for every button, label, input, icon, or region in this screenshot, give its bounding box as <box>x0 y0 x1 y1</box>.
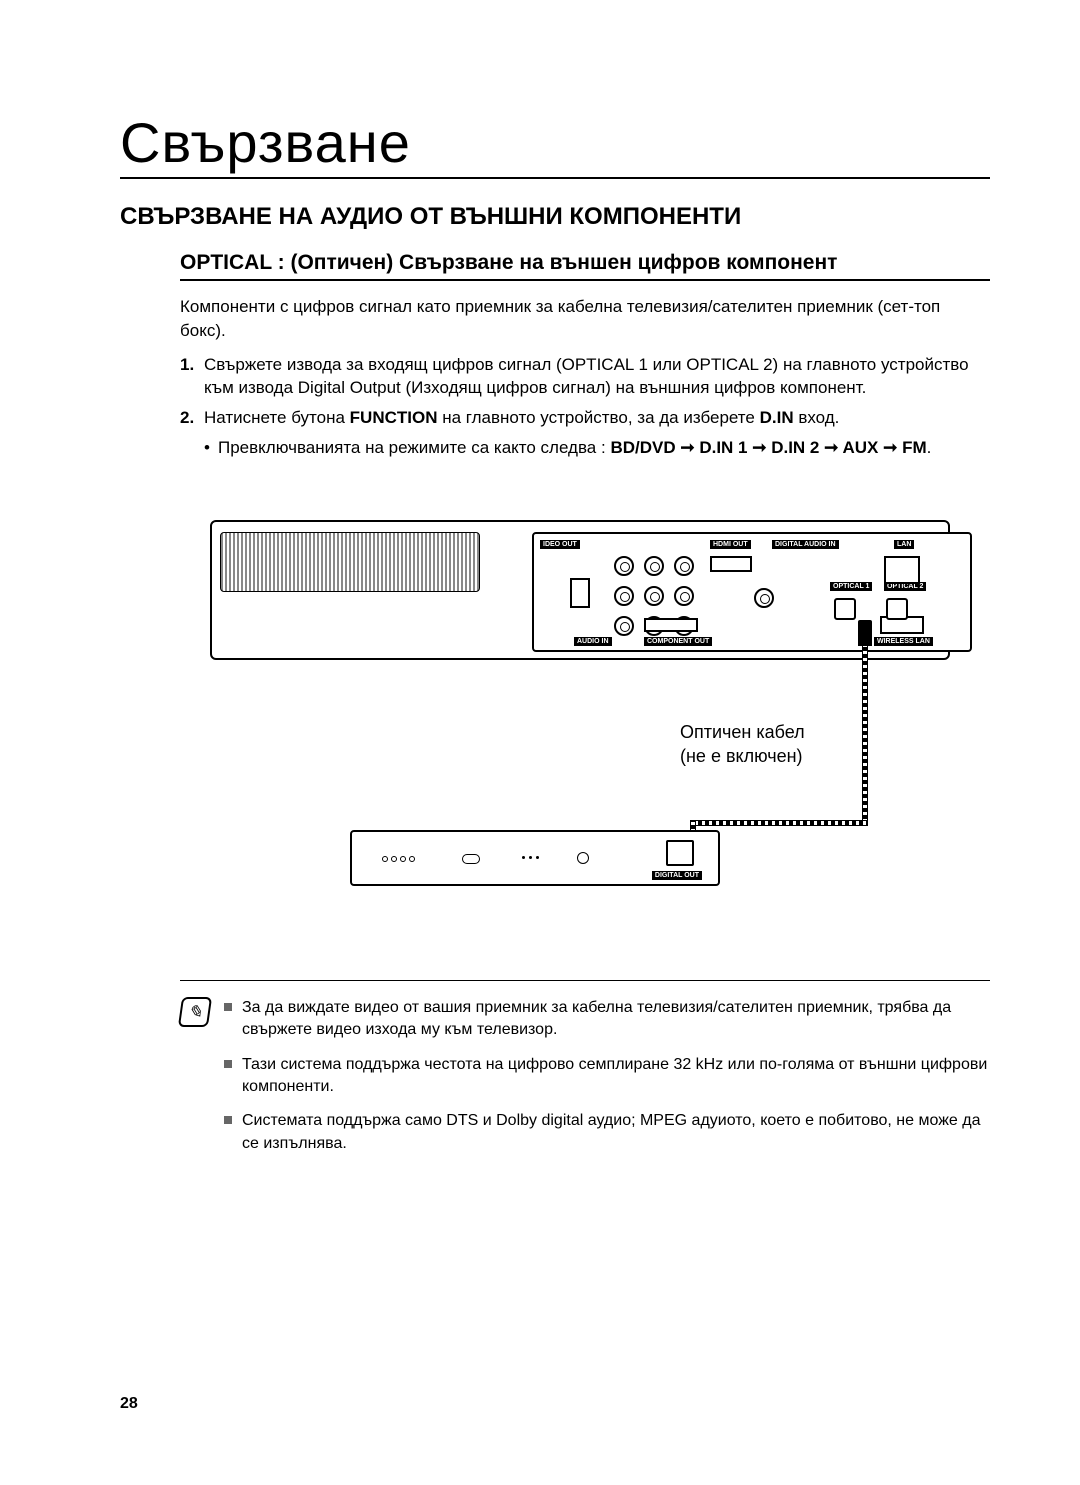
cable-caption: Оптичен кабел (не е включен) <box>680 720 805 769</box>
arrow-icon: ➞ <box>819 438 842 457</box>
mode: D.IN 2 <box>771 438 819 457</box>
bullet-icon <box>224 1116 232 1124</box>
chapter-title: Свързване <box>120 110 990 179</box>
port-icon <box>674 556 694 576</box>
port-icon <box>644 618 698 632</box>
port-label: WIRELESS LAN <box>874 637 933 646</box>
step-text: Свържете извода за входящ цифров сигнал … <box>204 353 990 401</box>
optical-cable-icon <box>862 646 868 826</box>
step-num: 1. <box>180 353 204 401</box>
port-label: OPTICAL 1 <box>830 582 872 591</box>
port-label: HDMI OUT <box>710 540 751 549</box>
port-icon <box>614 586 634 606</box>
main-device: IDEO OUT HDMI OUT DIGITAL AUDIO IN LAN O… <box>210 520 950 660</box>
device-dots-icon <box>522 856 539 859</box>
prefix: Превключванията на режимите са както сле… <box>218 438 610 457</box>
lan-port-icon <box>884 556 920 584</box>
note-item: Системата поддържа само DTS и Dolby digi… <box>224 1110 990 1155</box>
port-label: COMPONENT OUT <box>644 637 712 646</box>
text: на главното устройство, за да изберете <box>438 408 760 427</box>
mode: D.IN 1 <box>699 438 747 457</box>
arrow-icon: ➞ <box>676 438 700 457</box>
port-icon <box>644 556 664 576</box>
caption-line: (не е включен) <box>680 744 805 768</box>
connection-diagram: IDEO OUT HDMI OUT DIGITAL AUDIO IN LAN O… <box>180 520 990 920</box>
section-title: СВЪРЗВАНЕ НА АУДИО ОТ ВЪНШНИ КОМПОНЕНТИ <box>120 203 990 231</box>
optical2-port-icon <box>886 598 908 620</box>
digital-out-port-icon <box>666 840 694 866</box>
port-icon <box>614 616 634 636</box>
caption-line: Оптичен кабел <box>680 720 805 744</box>
text: Натиснете бутона <box>204 408 350 427</box>
device-vents <box>220 532 480 592</box>
note-item: За да виждате видео от вашия приемник за… <box>224 997 990 1042</box>
bullet-icon <box>224 1060 232 1068</box>
notes-block: ✎ За да виждате видео от вашия приемник … <box>180 980 990 1167</box>
bold: FUNCTION <box>350 408 438 427</box>
port-icon <box>614 556 634 576</box>
note-text: Системата поддържа само DTS и Dolby digi… <box>242 1110 990 1155</box>
note-text: Тази система поддържа честота на цифрово… <box>242 1054 990 1099</box>
step-num: 2. <box>180 406 204 430</box>
bullet-dot: • <box>204 436 218 460</box>
rear-panel: IDEO OUT HDMI OUT DIGITAL AUDIO IN LAN O… <box>532 532 972 652</box>
port-icon <box>570 578 590 608</box>
mode: BD/DVD <box>610 438 675 457</box>
subsection-title: OPTICAL : (Оптичен) Свързване на външен … <box>180 251 990 281</box>
note-icon: ✎ <box>178 997 212 1027</box>
external-device: DIGITAL OUT <box>350 830 720 886</box>
port-icon <box>754 588 774 608</box>
bold: D.IN <box>760 408 794 427</box>
arrow-icon: ➞ <box>878 438 902 457</box>
port-label: LAN <box>894 540 914 549</box>
port-label: DIGITAL AUDIO IN <box>772 540 839 549</box>
arrow-icon: ➞ <box>748 438 772 457</box>
port-icon <box>644 586 664 606</box>
mode: AUX <box>842 438 878 457</box>
port-label: DIGITAL OUT <box>652 871 702 880</box>
mode-sequence: • Превключванията на режимите са както с… <box>204 436 990 460</box>
power-icon <box>577 852 589 864</box>
device-led-icon <box>462 854 480 864</box>
port-icon <box>674 586 694 606</box>
page-number: 28 <box>120 1395 138 1413</box>
bullet-icon <box>224 1003 232 1011</box>
note-text: За да виждате видео от вашия приемник за… <box>242 997 990 1042</box>
note-item: Тази система поддържа честота на цифрово… <box>224 1054 990 1099</box>
mode: FM <box>902 438 927 457</box>
port-label: AUDIO IN <box>574 637 612 646</box>
step-1: 1. Свържете извода за входящ цифров сигн… <box>180 353 990 401</box>
device-buttons-icon <box>382 852 432 866</box>
mode-line: Превключванията на режимите са както сле… <box>218 436 931 460</box>
step-2: 2. Натиснете бутона FUNCTION на главното… <box>180 406 990 430</box>
hdmi-port-icon <box>710 556 752 572</box>
intro-text: Компоненти с цифров сигнал като приемник… <box>180 295 990 343</box>
step-text: Натиснете бутона FUNCTION на главното ус… <box>204 406 990 430</box>
text: вход. <box>794 408 840 427</box>
port-label: IDEO OUT <box>540 540 580 549</box>
optical-cable-icon <box>690 820 868 826</box>
cable-plug-icon <box>858 620 872 646</box>
optical1-port-icon <box>834 598 856 620</box>
